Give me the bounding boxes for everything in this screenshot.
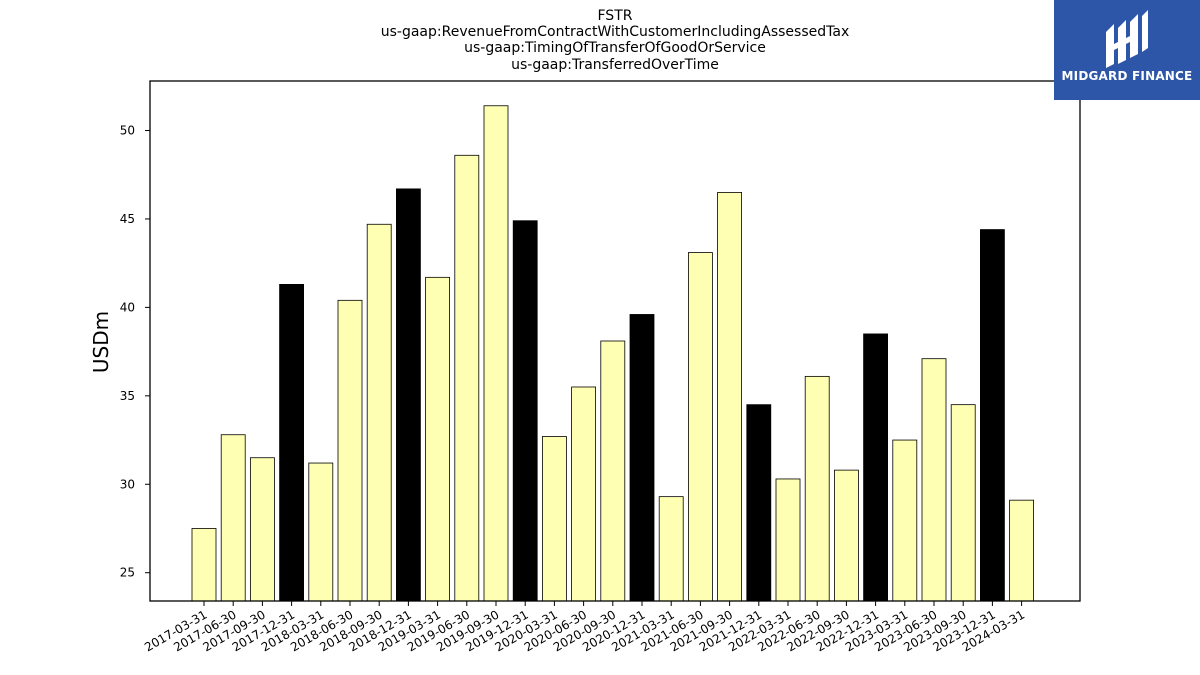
bar-2018-09-30 [366, 223, 392, 602]
bar-2020-12-31 [629, 314, 655, 602]
bar-2022-06-30 [804, 375, 830, 602]
bar-2019-09-30 [483, 105, 509, 602]
bar-2023-09-30 [950, 404, 976, 602]
y-tick-label: 25 [120, 566, 135, 580]
bar-2017-06-30 [220, 434, 246, 602]
bar-2018-12-31 [395, 188, 421, 602]
bar-series [191, 105, 1034, 602]
bar-2019-06-30 [454, 154, 480, 602]
chart-title: FSTR us-gaap:RevenueFromContractWithCust… [381, 8, 850, 73]
y-axis-label: USDm [89, 311, 113, 373]
bar-2019-03-31 [425, 276, 451, 602]
bar-2021-09-30 [717, 192, 742, 602]
bar-2017-12-31 [279, 283, 305, 602]
bar-2017-03-31 [191, 528, 217, 602]
bar-2022-09-30 [834, 469, 859, 602]
chart-title-line-3: us-gaap:TimingOfTransferOfGoodOrService [464, 40, 766, 56]
bar-2022-03-31 [775, 478, 801, 602]
y-tick-label: 35 [120, 389, 135, 403]
y-axis: 25 30 35 40 45 50 [120, 124, 150, 580]
bar-2022-12-31 [863, 333, 888, 602]
y-tick-label: 45 [120, 212, 135, 226]
y-tick-label: 30 [120, 477, 135, 491]
y-tick-label: 40 [120, 300, 135, 314]
bar-2017-09-30 [249, 457, 275, 602]
bar-2023-12-31 [980, 229, 1005, 602]
bar-2020-09-30 [600, 340, 626, 602]
bar-2021-06-30 [688, 252, 713, 602]
brand-name: MIDGARD FINANCE [1061, 69, 1193, 83]
bar-2021-12-31 [746, 404, 772, 602]
x-axis: 2017-03-312017-06-302017-09-302017-12-31… [142, 601, 1027, 654]
bar-2023-03-31 [892, 439, 918, 602]
bar-2020-03-31 [542, 436, 567, 602]
bar-2018-03-31 [308, 462, 334, 602]
brand-logo: MIDGARD FINANCE [1054, 0, 1200, 100]
chart-title-line-4: us-gaap:TransferredOverTime [511, 57, 719, 73]
chart-title-line-2: us-gaap:RevenueFromContractWithCustomerI… [381, 24, 850, 40]
bar-2023-06-30 [921, 358, 947, 602]
bar-2020-06-30 [571, 386, 596, 602]
bar-2021-03-31 [658, 496, 684, 602]
y-tick-label: 50 [120, 124, 135, 138]
chart-title-line-1: FSTR [598, 8, 633, 24]
bar-2024-03-31 [1009, 499, 1034, 602]
brand-logo-icon [1106, 10, 1148, 68]
plot-frame [149, 80, 1081, 602]
bar-2019-12-31 [512, 220, 538, 602]
bar-2018-06-30 [337, 299, 363, 602]
